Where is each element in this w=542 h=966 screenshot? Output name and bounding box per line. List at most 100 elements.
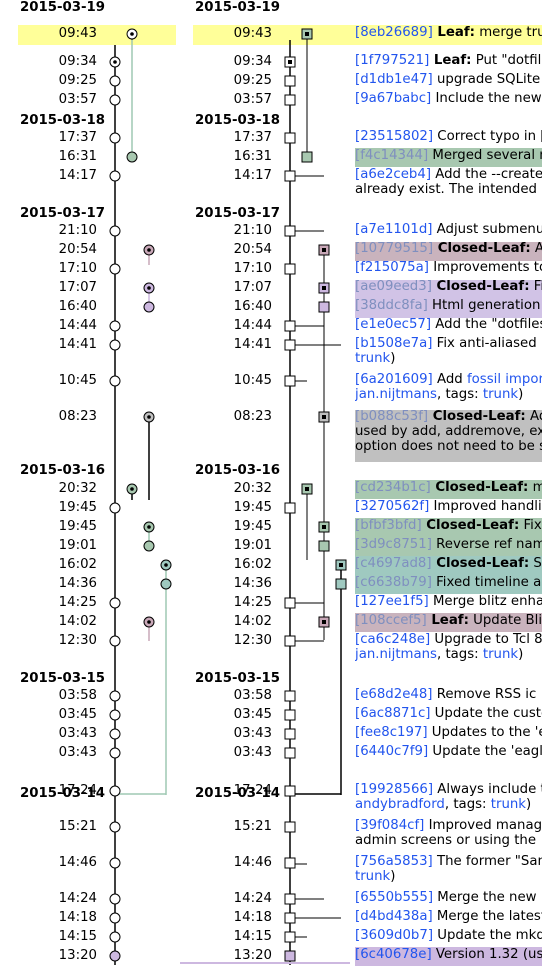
check-in-link[interactable]: [19928566] [355, 782, 434, 797]
time-label[interactable]: 16:02 [58, 557, 97, 572]
check-in-link[interactable]: [c6638b79] [355, 575, 432, 590]
check-in-link[interactable]: [6550b555] [355, 890, 434, 905]
time-label[interactable]: 19:45 [233, 519, 272, 534]
check-in-link[interactable]: [ca6c248e] [355, 632, 431, 647]
meta-link[interactable]: jan.nijtmans [355, 387, 437, 402]
time-label[interactable]: 09:43 [233, 26, 272, 41]
meta-link[interactable]: jan.nijtmans [355, 647, 437, 662]
time-label[interactable]: 14:44 [233, 318, 272, 333]
check-in-link[interactable]: [756a5853] [355, 854, 433, 869]
time-label[interactable]: 17:24 [233, 783, 272, 798]
check-in-link[interactable]: [1f797521] [355, 53, 430, 68]
time-label[interactable]: 09:25 [233, 73, 272, 88]
time-label[interactable]: 03:45 [233, 707, 272, 722]
time-label[interactable]: 19:01 [233, 538, 272, 553]
time-label[interactable]: 16:40 [58, 299, 97, 314]
check-in-link[interactable]: [9a67babc] [355, 91, 432, 106]
time-label[interactable]: 20:32 [58, 481, 97, 496]
check-in-link[interactable]: [108ccef5] [355, 613, 427, 628]
time-label[interactable]: 13:20 [58, 948, 97, 963]
time-label[interactable]: 13:20 [233, 948, 272, 963]
time-label[interactable]: 09:34 [233, 54, 272, 69]
check-in-link[interactable]: [6a201609] [355, 372, 433, 387]
meta-link[interactable]: trunk [355, 869, 391, 884]
time-label[interactable]: 14:15 [233, 929, 272, 944]
time-label[interactable]: 14:02 [58, 614, 97, 629]
time-label[interactable]: 14:02 [233, 614, 272, 629]
time-label[interactable]: 03:45 [58, 707, 97, 722]
check-in-link[interactable]: [c4697ad8] [355, 556, 432, 571]
time-label[interactable]: 03:43 [233, 745, 272, 760]
check-in-link[interactable]: [b1508e7a] [355, 336, 433, 351]
tag-link[interactable]: trunk [482, 647, 519, 662]
time-label[interactable]: 17:24 [58, 783, 97, 798]
check-in-link[interactable]: [3609d0b7] [355, 928, 434, 943]
meta-link[interactable]: trunk [355, 351, 391, 366]
time-label[interactable]: 03:43 [58, 745, 97, 760]
time-label[interactable]: 21:10 [58, 223, 97, 238]
time-label[interactable]: 14:25 [233, 595, 272, 610]
time-label[interactable]: 14:41 [58, 337, 97, 352]
time-label[interactable]: 08:23 [58, 409, 97, 424]
time-label[interactable]: 20:32 [233, 481, 272, 496]
time-label[interactable]: 12:30 [58, 633, 97, 648]
time-label[interactable]: 14:18 [58, 910, 97, 925]
time-label[interactable]: 16:02 [233, 557, 272, 572]
check-in-link[interactable]: [6c40678e] [355, 947, 432, 962]
time-label[interactable]: 19:45 [58, 519, 97, 534]
check-in-link[interactable]: [a7e1101d] [355, 222, 433, 237]
check-in-link[interactable]: [d1db1e47] [355, 72, 433, 87]
time-label[interactable]: 14:25 [58, 595, 97, 610]
time-label[interactable]: 21:10 [233, 223, 272, 238]
time-label[interactable]: 09:43 [58, 26, 97, 41]
check-in-link[interactable]: [8eb26689] [355, 25, 433, 40]
check-in-link[interactable]: [e1e0ec57] [355, 317, 432, 332]
time-label[interactable]: 14:15 [58, 929, 97, 944]
time-label[interactable]: 09:25 [58, 73, 97, 88]
time-label[interactable]: 03:57 [58, 92, 97, 107]
time-label[interactable]: 19:45 [58, 500, 97, 515]
time-label[interactable]: 03:43 [233, 726, 272, 741]
time-label[interactable]: 14:36 [233, 576, 272, 591]
check-in-link[interactable]: [a6e2ceb4] [355, 167, 432, 182]
time-label[interactable]: 03:57 [233, 92, 272, 107]
time-label[interactable]: 17:10 [58, 261, 97, 276]
check-in-link[interactable]: [23515802] [355, 129, 434, 144]
time-label[interactable]: 17:37 [58, 130, 97, 145]
check-in-link[interactable]: [cd234b1c] [355, 480, 431, 495]
time-label[interactable]: 14:17 [58, 168, 97, 183]
check-in-link[interactable]: [127ee1f5] [355, 594, 429, 609]
time-label[interactable]: 17:07 [233, 280, 272, 295]
check-in-link[interactable]: [d4bd438a] [355, 909, 433, 924]
time-label[interactable]: 03:43 [58, 726, 97, 741]
check-in-link[interactable]: [e68d2e48] [355, 687, 433, 702]
check-in-link[interactable]: [bfbf3bfd] [355, 518, 422, 533]
check-in-link[interactable]: [6ac8871c] [355, 706, 431, 721]
time-label[interactable]: 15:21 [233, 819, 272, 834]
time-label[interactable]: 10:45 [233, 373, 272, 388]
time-label[interactable]: 14:24 [233, 891, 272, 906]
time-label[interactable]: 17:07 [58, 280, 97, 295]
check-in-link[interactable]: [3d9c8751] [355, 537, 432, 552]
time-label[interactable]: 03:58 [58, 688, 97, 703]
time-label[interactable]: 14:18 [233, 910, 272, 925]
time-label[interactable]: 14:17 [233, 168, 272, 183]
tag-link[interactable]: trunk [490, 797, 527, 812]
meta-link[interactable]: andybradford [355, 797, 445, 812]
check-in-link[interactable]: [39f084cf] [355, 818, 425, 833]
check-in-link[interactable]: [f215075a] [355, 260, 429, 275]
time-label[interactable]: 16:31 [58, 149, 97, 164]
time-label[interactable]: 20:54 [58, 242, 97, 257]
time-label[interactable]: 16:31 [233, 149, 272, 164]
check-in-link[interactable]: [b088c53f] [355, 409, 429, 424]
time-label[interactable]: 10:45 [58, 373, 97, 388]
time-label[interactable]: 03:58 [233, 688, 272, 703]
time-label[interactable]: 14:44 [58, 318, 97, 333]
check-in-link[interactable]: [6440c7f9] [355, 744, 429, 759]
time-label[interactable]: 14:24 [58, 891, 97, 906]
time-label[interactable]: 09:34 [58, 54, 97, 69]
time-label[interactable]: 14:46 [233, 855, 272, 870]
check-in-link[interactable]: [fee8c197] [355, 725, 428, 740]
time-label[interactable]: 12:30 [233, 633, 272, 648]
time-label[interactable]: 20:54 [233, 242, 272, 257]
